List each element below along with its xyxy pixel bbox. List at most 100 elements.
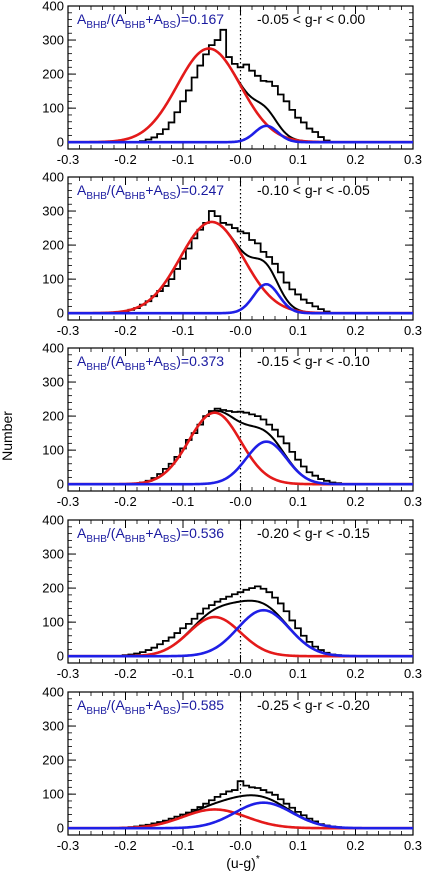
x-tick-label: 0.3	[404, 494, 422, 509]
y-tick-label: 300	[42, 204, 64, 219]
x-tick-label: -0.3	[57, 323, 79, 338]
y-tick-label: 200	[42, 409, 64, 424]
fraction-text: /(A	[107, 353, 126, 369]
fraction-text: +A	[145, 353, 163, 369]
x-tick-label: -0.2	[114, 323, 136, 338]
fraction-text: +A	[145, 697, 163, 713]
fraction-subscript: BS	[163, 20, 177, 31]
bhb-gaussian-curve	[68, 608, 413, 658]
gr-range-label: -0.05 < g-r < 0.00	[257, 11, 365, 27]
panel-3: -0.3 -0.2 -0.1 -0.0 0.1 0.2 0.30100200300400AB…	[42, 341, 422, 510]
fraction-text: A	[77, 353, 87, 369]
fraction-text: +A	[145, 182, 163, 198]
x-axis-label-sup: *	[256, 854, 260, 865]
panel-5: -0.3 -0.2 -0.1 -0.0 0.1 0.2 0.30100200300400AB…	[42, 685, 422, 854]
plot-area	[68, 210, 413, 315]
fraction-text: )=	[176, 525, 189, 541]
x-tick-label: -0.0	[229, 666, 251, 681]
y-tick-label: 100	[42, 615, 64, 630]
fraction-text: A	[77, 697, 87, 713]
y-axis-label: Number	[0, 411, 15, 461]
fraction-text: )=	[176, 182, 189, 198]
bhb-gaussian-curve	[68, 801, 413, 830]
x-tick-label: -0.1	[172, 838, 194, 853]
fraction-text: /(A	[107, 11, 126, 27]
fraction-annotation: ABHB/(ABHB+ABS)=0.373	[77, 353, 224, 373]
x-tick-label: 0.2	[346, 838, 364, 853]
x-tick-label: 0.2	[346, 323, 364, 338]
fraction-subscript: BHB	[86, 706, 107, 717]
fraction-text: 0.373	[189, 353, 224, 369]
fraction-subscript: BHB	[86, 20, 107, 31]
fraction-annotation: ABHB/(ABHB+ABS)=0.585	[77, 697, 224, 717]
fraction-text: )=	[176, 353, 189, 369]
x-tick-label: 0.3	[404, 152, 422, 167]
x-tick-label: 0.1	[289, 838, 307, 853]
fraction-text: 0.585	[189, 697, 224, 713]
fraction-subscript: BHB	[125, 706, 146, 717]
fraction-text: +A	[145, 11, 163, 27]
bhb-gaussian-curve	[68, 440, 413, 486]
y-tick-label: 0	[57, 649, 64, 664]
plot-area	[68, 28, 413, 144]
y-tick-label: 400	[42, 170, 64, 185]
x-tick-label: 0.1	[289, 152, 307, 167]
y-tick-label: 400	[42, 341, 64, 356]
plot-area	[68, 585, 413, 658]
x-tick-label: 0.3	[404, 323, 422, 338]
total-fit-curve	[68, 220, 413, 315]
x-tick-label: 0.2	[346, 666, 364, 681]
x-tick-label: -0.0	[229, 494, 251, 509]
x-tick-label: -0.3	[57, 666, 79, 681]
x-tick-label: -0.1	[172, 494, 194, 509]
x-tick-label: 0.1	[289, 494, 307, 509]
y-tick-label: 300	[42, 719, 64, 734]
fraction-text: +A	[145, 525, 163, 541]
x-tick-label: -0.3	[57, 152, 79, 167]
y-tick-label: 0	[57, 477, 64, 492]
gr-range-label: -0.25 < g-r < -0.20	[257, 697, 370, 713]
y-tick-label: 300	[42, 375, 64, 390]
x-tick-label: -0.0	[229, 323, 251, 338]
x-tick-label: 0.2	[346, 494, 364, 509]
x-tick-label: -0.3	[57, 494, 79, 509]
fraction-subscript: BHB	[125, 191, 146, 202]
fraction-text: /(A	[107, 182, 126, 198]
fraction-text: )=	[176, 697, 189, 713]
gr-range-label: -0.10 < g-r < -0.05	[257, 182, 370, 198]
y-tick-label: 100	[42, 272, 64, 287]
panel-1: -0.3 -0.2 -0.1 -0.0 0.1 0.2 0.30100200300400AB…	[42, 0, 422, 167]
x-tick-label: -0.2	[114, 666, 136, 681]
bhb-gaussian-curve	[68, 124, 413, 144]
y-tick-label: 300	[42, 33, 64, 48]
histogram-steps	[121, 585, 343, 657]
x-tick-label: -0.2	[114, 494, 136, 509]
y-tick-label: 400	[42, 685, 64, 700]
histogram-steps	[138, 28, 331, 143]
y-tick-label: 200	[42, 581, 64, 596]
y-tick-label: 200	[42, 238, 64, 253]
fraction-subscript: BS	[163, 706, 177, 717]
fraction-text: A	[77, 525, 87, 541]
y-tick-label: 0	[57, 135, 64, 150]
fraction-text: A	[77, 11, 87, 27]
fraction-text: /(A	[107, 525, 126, 541]
fraction-text: A	[77, 182, 87, 198]
x-tick-label: -0.2	[114, 152, 136, 167]
fraction-subscript: BS	[163, 191, 177, 202]
x-tick-label: -0.0	[229, 152, 251, 167]
y-tick-label: 100	[42, 101, 64, 116]
bs-gaussian-curve	[68, 220, 413, 315]
y-tick-label: 200	[42, 67, 64, 82]
fraction-subscript: BHB	[125, 534, 146, 545]
y-tick-label: 200	[42, 753, 64, 768]
plot-area	[68, 780, 413, 830]
histogram-steps	[121, 210, 331, 314]
y-tick-label: 300	[42, 547, 64, 562]
x-axis-label-main: (u-g)	[226, 855, 256, 871]
fraction-subscript: BHB	[125, 362, 146, 373]
histogram-steps	[121, 780, 343, 829]
fraction-subscript: BHB	[86, 191, 107, 202]
x-tick-label: -0.0	[229, 838, 251, 853]
